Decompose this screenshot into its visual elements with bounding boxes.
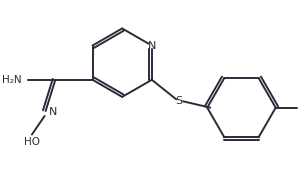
Text: N: N [147, 41, 156, 51]
Text: S: S [176, 96, 183, 106]
Text: H₂N: H₂N [2, 75, 22, 85]
Text: HO: HO [24, 137, 40, 147]
Text: N: N [49, 107, 57, 117]
